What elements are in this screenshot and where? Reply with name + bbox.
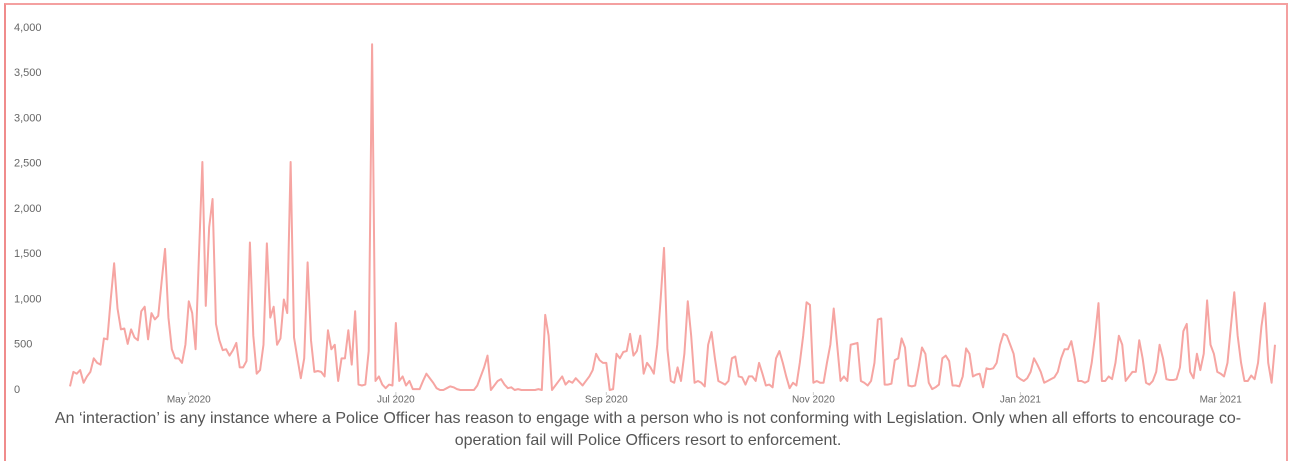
x-tick-label: Nov 2020 [792,395,835,405]
x-tick-label: Sep 2020 [585,395,628,405]
line [69,43,1276,391]
y-tick-label: 0 [14,384,20,396]
x-tick-label: May 2020 [167,395,211,405]
x-tick-label: Jul 2020 [377,395,415,405]
caption: An ‘interaction’ is any instance where a… [54,410,1242,449]
chart: 0 500 1,000 1,500 2,000 2,500 3,000 3,500 4,000 M… [14,22,1276,405]
y-tick-label: 2,000 [14,203,42,215]
y-tick-label: 2,500 [14,158,42,170]
frame [4,3,1288,461]
x-tick-label: Jan 2021 [1000,395,1042,405]
y-tick-label: 500 [14,339,32,351]
y-tick-label: 1,500 [14,248,42,260]
y-tick-label: 1,000 [14,293,42,305]
x-tick-label: Mar 2021 [1200,395,1243,405]
y-tick-label: 3,500 [14,67,42,79]
y-tick-label: 3,000 [14,112,42,124]
y-tick-label: 4,000 [14,22,42,34]
